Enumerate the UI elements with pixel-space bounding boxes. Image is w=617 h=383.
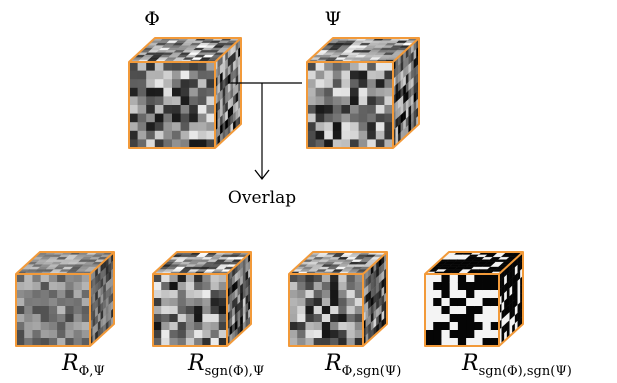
phi-label: Φ bbox=[144, 8, 160, 30]
psi-label: Ψ bbox=[325, 8, 342, 30]
result-cube-sgnphi-sgnpsi bbox=[424, 251, 524, 347]
arrow-head-icon bbox=[254, 169, 270, 181]
result-label-1: RΦ,Ψ bbox=[61, 351, 105, 379]
overlap-connector bbox=[228, 82, 302, 181]
result-cube-sgnphi-psi bbox=[152, 251, 252, 347]
psi-cube bbox=[306, 37, 420, 149]
result-cube-phi-sgnpsi bbox=[288, 251, 388, 347]
overlap-label: Overlap bbox=[228, 188, 296, 208]
result-label-2: Rsgn(Φ),Ψ bbox=[187, 351, 264, 379]
result-cube-phi-psi bbox=[15, 251, 115, 347]
result-label-4: Rsgn(Φ),sgn(Ψ) bbox=[461, 351, 572, 379]
phi-cube bbox=[128, 37, 242, 149]
result-label-3: RΦ,sgn(Ψ) bbox=[324, 351, 401, 379]
